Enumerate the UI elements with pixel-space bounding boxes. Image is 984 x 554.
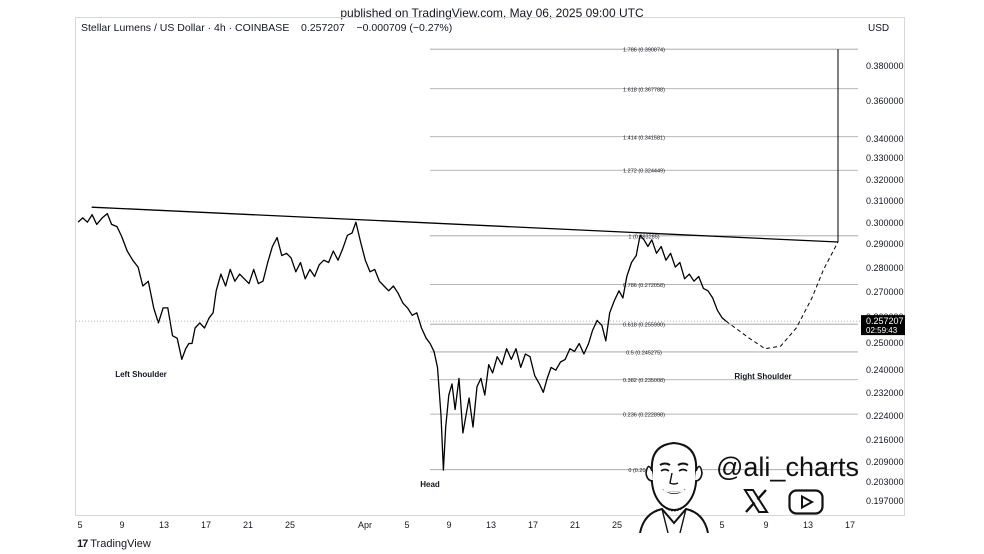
x-tick-label-11: 21 — [570, 520, 580, 530]
currency-label: USD — [868, 23, 890, 34]
fib-level-label-9: 0.236 (0.222898) — [623, 413, 665, 419]
x-logo-icon[interactable] — [742, 487, 770, 515]
avatar-portrait-icon — [639, 441, 709, 533]
price-change: −0.000709 (−0.27%) — [356, 22, 453, 34]
symbol-header: Stellar Lumens / US Dollar · 4h · COINBA… — [81, 22, 452, 34]
y-tick-label-5: 0.310000 — [866, 196, 904, 206]
y-tick-label-18: 0.197000 — [866, 496, 904, 506]
watermark-handle: @ali_charts — [716, 452, 859, 482]
x-tick-label-15: 9 — [763, 520, 768, 530]
projection-path — [725, 241, 839, 350]
y-tick-label-13: 0.232000 — [866, 388, 904, 398]
y-tick-label-11: 0.250000 — [866, 338, 904, 348]
fib-level-label-5: 0.786 (0.272058) — [623, 283, 665, 289]
y-tick-label-9: 0.270000 — [866, 287, 904, 297]
fib-level-label-6: 0.618 (0.255990) — [623, 323, 665, 329]
y-tick-label-16: 0.209000 — [866, 457, 904, 467]
fib-level-label-3: 1.272 (0.324449) — [623, 169, 665, 175]
fib-level-label-10: 0 (0.204624) — [628, 468, 659, 474]
price-tag-price: 0.257207 — [866, 316, 904, 326]
x-tick-label-1: 9 — [119, 520, 124, 530]
x-tick-label-8: 9 — [446, 520, 451, 530]
y-tick-label-14: 0.224000 — [866, 411, 904, 421]
fib-level-label-1: 1.618 (0.367788) — [623, 87, 665, 93]
x-tick-label-5: 25 — [285, 520, 295, 530]
x-tick-label-9: 13 — [486, 520, 496, 530]
x-tick-label-12: 25 — [612, 520, 622, 530]
y-tick-label-6: 0.300000 — [866, 218, 904, 228]
pattern-label-0: Left Shoulder — [115, 370, 167, 379]
y-tick-label-8: 0.280000 — [866, 263, 904, 273]
y-tick-label-7: 0.290000 — [866, 239, 904, 249]
pattern-label-2: Right Shoulder — [734, 372, 791, 381]
x-tick-label-16: 13 — [803, 520, 813, 530]
fib-level-label-8: 0.382 (0.235008) — [623, 378, 665, 384]
x-tick-label-6: Apr — [358, 520, 372, 530]
x-tick-label-17: 17 — [845, 520, 855, 530]
published-caption: published on TradingView.com, May 06, 20… — [340, 6, 644, 20]
x-tick-label-14: 5 — [719, 520, 724, 530]
y-tick-label-17: 0.203000 — [866, 477, 904, 487]
fib-level-label-0: 1.786 (0.390874) — [623, 48, 665, 54]
x-tick-label-0: 5 — [77, 520, 82, 530]
youtube-icon[interactable] — [788, 489, 824, 515]
fib-level-label-4: 1 (0.293285) — [628, 234, 659, 240]
x-tick-label-7: 5 — [404, 520, 409, 530]
y-tick-label-12: 0.240000 — [866, 365, 904, 375]
pattern-label-1: Head — [420, 480, 440, 489]
tradingview-logo[interactable]: 17 TradingView — [77, 538, 151, 550]
x-tick-label-10: 17 — [528, 520, 538, 530]
fib-level-label-2: 1.414 (0.341581) — [623, 135, 665, 141]
y-tick-label-4: 0.320000 — [866, 175, 904, 185]
x-tick-label-3: 17 — [201, 520, 211, 530]
y-tick-label-2: 0.340000 — [866, 134, 904, 144]
neckline — [91, 206, 839, 243]
brand-name: TradingView — [90, 538, 151, 550]
y-tick-label-3: 0.330000 — [866, 153, 904, 163]
x-tick-label-4: 21 — [243, 520, 253, 530]
price-tag-bg — [861, 315, 905, 336]
y-tick-label-15: 0.216000 — [866, 435, 904, 445]
last-price: 0.257207 — [301, 22, 345, 34]
fib-level-label-7: 0.5 (0.245275) — [626, 350, 662, 356]
tradingview-mark-icon: 17 — [77, 538, 88, 550]
y-tick-label-1: 0.360000 — [866, 96, 904, 106]
price-line — [77, 212, 727, 471]
price-tag-countdown: 02:59:43 — [866, 326, 898, 335]
y-tick-label-0: 0.380000 — [866, 61, 904, 71]
x-tick-label-2: 13 — [159, 520, 169, 530]
symbol-name: Stellar Lumens / US Dollar · 4h · COINBA… — [81, 22, 290, 34]
chart-frame — [75, 17, 905, 516]
